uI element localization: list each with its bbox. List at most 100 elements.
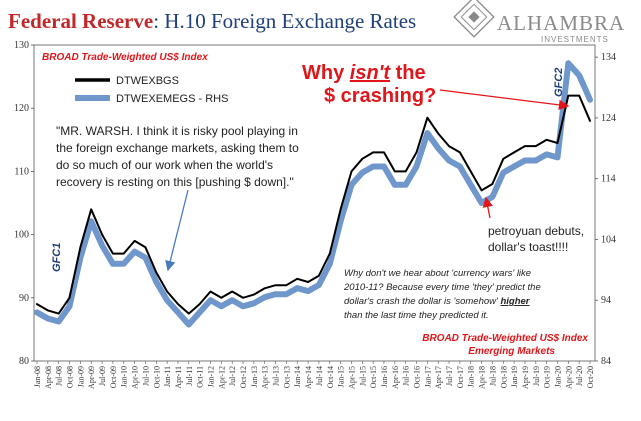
x-tick-label: Apr-15: [347, 366, 356, 389]
note-line-3: dollar's crash the dollar is 'somehow' h…: [344, 296, 531, 307]
series-layer: [34, 60, 593, 328]
left-axis: 80 90 100 110 120 130: [14, 40, 34, 367]
x-tick-label: Jan-16: [380, 366, 389, 387]
left-tick-label: 80: [19, 356, 29, 367]
diamond-logo-icon: [453, 0, 495, 38]
logo-name: ALHAMBRA: [497, 11, 625, 35]
footer-line-1: BROAD Trade-Weighted US$ Index: [422, 333, 588, 344]
x-tick-label: Jul-15: [358, 366, 367, 386]
x-tick-label: Jan-15: [337, 366, 346, 387]
x-tick-label: Jul-12: [228, 366, 237, 386]
alhambra-logo: ALHAMBRA INVESTMENTS: [453, 0, 625, 44]
gfc2-label: GFC2: [553, 68, 565, 97]
x-tick-label: Jan-17: [423, 366, 432, 387]
plot-frame: [33, 44, 596, 362]
right-tick-label: 124: [601, 113, 616, 124]
left-tick-label: 90: [19, 293, 29, 304]
x-tick-label: Apr-16: [391, 366, 400, 389]
x-tick-label: Jul-13: [272, 366, 281, 386]
x-tick-label: Oct-11: [196, 366, 205, 388]
x-tick-label: Jan-11: [163, 366, 172, 387]
left-tick-label: 130: [14, 40, 29, 51]
x-tick-label: Oct-14: [326, 366, 335, 388]
x-tick-label: Apr-10: [131, 366, 140, 389]
x-tick-label: Jul-14: [315, 366, 324, 386]
petro-line-2: dollar's toast!!!!: [488, 240, 568, 254]
x-tick-label: Oct-17: [456, 366, 465, 388]
x-tick-label: Oct-15: [369, 366, 378, 388]
currency-wars-note: Why don't we hear about 'currency wars' …: [343, 268, 541, 321]
x-tick-label: Jan-19: [510, 366, 519, 387]
right-tick-label: 114: [601, 174, 616, 185]
footer-line-2: Emerging Markets: [468, 346, 555, 357]
gfc1-label: GFC1: [51, 243, 63, 272]
x-tick-label: Oct-20: [586, 366, 595, 388]
left-tick-label: 100: [14, 230, 29, 241]
quote-line-1: "MR. WARSH. I think it is risky pool pla…: [56, 124, 298, 138]
x-tick-label: Oct-08: [66, 366, 75, 388]
x-tick-label: Jul-16: [402, 366, 411, 386]
quote-line-2: the foreign exchange markets, asking the…: [56, 141, 299, 155]
crash-question-line1: Why isn't the: [302, 62, 426, 84]
crash-q-pre: Why: [302, 62, 350, 84]
legend: DTWEXBGS DTWEXEMEGS - RHS: [75, 75, 228, 105]
x-tick-label: Apr-12: [217, 366, 226, 389]
right-tick-label: 94: [601, 295, 611, 306]
x-tick-label: Oct-13: [282, 366, 291, 388]
x-tick-label: Apr-13: [261, 366, 270, 389]
x-tick-label: Apr-18: [478, 366, 487, 389]
right-tick-label: 134: [601, 52, 616, 63]
note-line-4: than the last time they predicted it.: [344, 310, 489, 321]
x-tick-label: Apr-08: [44, 366, 53, 389]
x-tick-label: Jan-12: [206, 366, 215, 387]
series-line-dtwexbgs: [36, 94, 591, 315]
x-tick-label: Apr-14: [304, 366, 313, 389]
x-tick-label: Oct-19: [543, 366, 552, 388]
crash-q-em: isn't: [350, 62, 392, 84]
note-higher: higher: [500, 296, 530, 307]
warsh-quote: "MR. WARSH. I think it is risky pool pla…: [56, 124, 299, 189]
x-tick-label: Jan-14: [293, 366, 302, 387]
title-main: Federal Reserve: [8, 9, 153, 33]
logo-subtitle: INVESTMENTS: [541, 35, 609, 44]
x-tick-label: Jan-18: [467, 366, 476, 387]
x-tick-label: Jul-19: [532, 366, 541, 386]
x-tick-label: Jan-10: [120, 366, 129, 387]
x-tick-label: Jul-09: [98, 366, 107, 386]
x-tick-label: Apr-17: [434, 366, 443, 389]
x-tick-label: Jul-18: [488, 366, 497, 386]
x-tick-label: Jul-17: [445, 366, 454, 386]
crash-arrow: [439, 89, 570, 111]
note-line-2: 2010-11? Because every time 'they' predi…: [343, 282, 541, 293]
chart-subtitle: BROAD Trade-Weighted US$ Index: [42, 52, 208, 63]
x-tick-label: Jan-09: [76, 366, 85, 387]
right-axis: 84 94 104 114 124 134: [595, 52, 616, 367]
x-tick-label: Apr-20: [564, 366, 573, 389]
quote-arrow: [165, 189, 189, 272]
x-tick-label: Apr-19: [521, 366, 530, 389]
x-tick-label: Jul-10: [141, 366, 150, 386]
x-tick-label: Oct-12: [239, 366, 248, 388]
x-tick-label: Jul-20: [575, 366, 584, 386]
petro-line-1: petroyuan debuts,: [488, 224, 584, 238]
x-tick-label: Oct-18: [499, 366, 508, 388]
petro-arrow: [482, 196, 493, 219]
x-tick-label: Apr-11: [174, 366, 183, 389]
chart-title: Federal Reserve: H.10 Foreign Exchange R…: [8, 9, 416, 33]
x-tick-label: Oct-09: [109, 366, 118, 388]
x-tick-label: Jul-08: [55, 366, 64, 386]
crash-question-line2: $ crashing?: [324, 85, 436, 107]
note-line-3-text: dollar's crash the dollar is 'somehow': [344, 296, 500, 307]
quote-line-3: do so much of our work when the world's: [56, 158, 273, 172]
x-tick-label: Apr-09: [87, 366, 96, 389]
left-tick-label: 120: [14, 103, 29, 114]
crash-q-post: the: [390, 62, 426, 84]
right-tick-label: 84: [601, 356, 611, 367]
note-line-1: Why don't we hear about 'currency wars' …: [344, 268, 531, 279]
x-axis: Jan-08 Apr-08 Jul-08 Oct-08 Jan-09 Apr-09 Jul-…: [33, 361, 595, 389]
series-line-dtwexemegs: [34, 60, 593, 328]
quote-line-4: recovery is resting on this [pushing $ d…: [56, 175, 294, 189]
x-tick-label: Jan-08: [33, 366, 42, 387]
